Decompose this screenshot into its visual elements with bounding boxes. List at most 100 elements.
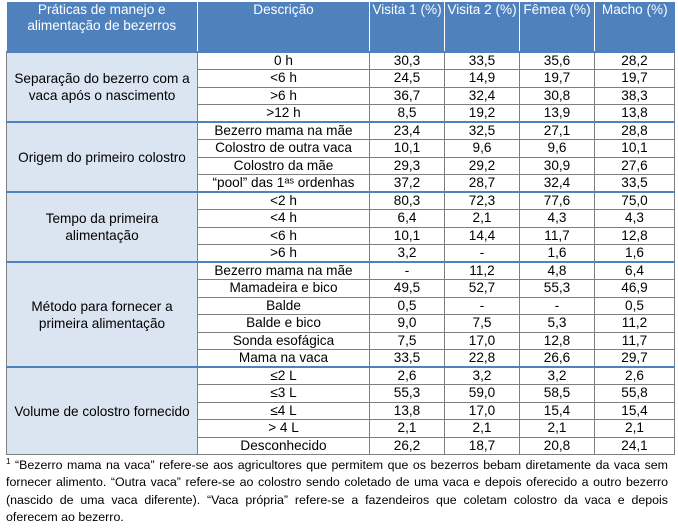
footnote-text: “Bezerro mama na vaca” refere-se aos agr…	[6, 458, 668, 525]
header-visit-1: Visita 1 (%)	[369, 2, 445, 52]
female-cell: 13,9	[519, 104, 595, 123]
table-row: ≤3 L 55,3 59,0 58,5 55,8	[7, 384, 675, 403]
description-cell: ≤4 L	[197, 401, 370, 420]
description-cell: Colostro de outra vaca	[197, 139, 370, 158]
female-cell: 9,6	[519, 139, 595, 158]
visit-2-cell: 11,2	[444, 261, 520, 280]
male-cell: 4,3	[594, 209, 675, 228]
table-row: Desconhecido 26,2 18,7 20,8 24,1	[7, 436, 675, 455]
male-cell: 75,0	[594, 191, 675, 210]
visit-2-cell: -	[444, 244, 520, 263]
table-row: <6 h 10,1 14,4 11,7 12,8	[7, 226, 675, 245]
male-cell: 33,5	[594, 174, 675, 193]
visit-2-cell: 32,4	[444, 86, 520, 105]
visit-1-cell: 0,5	[369, 296, 445, 315]
male-cell: 27,6	[594, 156, 675, 175]
visit-1-cell: 30,3	[369, 51, 445, 70]
female-cell: 1,6	[519, 244, 595, 263]
female-cell: 4,3	[519, 209, 595, 228]
female-cell: 2,1	[519, 419, 595, 438]
table-body: Separação do bezerro com a vaca após o n…	[6, 51, 675, 455]
table-row: “pool” das 1ᵃˢ ordenhas 37,2 28,7 32,4 33,5	[7, 174, 675, 193]
description-cell: >6 h	[197, 244, 370, 263]
table-row: Método para fornecer a primeira alimenta…	[6, 261, 675, 368]
header-practices: Práticas de manejo e alimentação de beze…	[6, 2, 198, 52]
header-male: Macho (%)	[594, 2, 675, 52]
visit-1-cell: 2,6	[369, 366, 445, 385]
female-cell: 32,4	[519, 174, 595, 193]
table-row: <6 h 24,5 14,9 19,7 19,7	[7, 69, 675, 88]
male-cell: 6,4	[594, 261, 675, 280]
group-label: Origem do primeiro colostro	[6, 121, 198, 193]
visit-1-cell: 10,1	[369, 226, 445, 245]
visit-1-cell: 80,3	[369, 191, 445, 210]
header-visit-2: Visita 2 (%)	[444, 2, 520, 52]
female-cell: 55,3	[519, 279, 595, 298]
visit-2-cell: 17,0	[444, 331, 520, 350]
group-label: Tempo da primeira alimentação	[6, 191, 198, 263]
male-cell: 19,7	[594, 69, 675, 88]
visit-1-cell: -	[369, 261, 445, 280]
visit-2-cell: 14,9	[444, 69, 520, 88]
visit-1-cell: 9,0	[369, 314, 445, 333]
visit-1-cell: 2,1	[369, 419, 445, 438]
description-cell: Balde e bico	[197, 314, 370, 333]
visit-2-cell: 22,8	[444, 349, 520, 368]
description-cell: <4 h	[197, 209, 370, 228]
visit-2-cell: 2,1	[444, 419, 520, 438]
female-cell: 19,7	[519, 69, 595, 88]
male-cell: 0,5	[594, 296, 675, 315]
visit-2-cell: 59,0	[444, 384, 520, 403]
visit-1-cell: 8,5	[369, 104, 445, 123]
female-cell: 4,8	[519, 261, 595, 280]
visit-1-cell: 7,5	[369, 331, 445, 350]
table-row: Tempo da primeira alimentação <2 h 80,3 72,…	[6, 191, 675, 263]
male-cell: 28,8	[594, 121, 675, 140]
female-cell: -	[519, 296, 595, 315]
visit-2-cell: 2,1	[444, 209, 520, 228]
visit-2-cell: 29,2	[444, 156, 520, 175]
visit-2-cell: 7,5	[444, 314, 520, 333]
description-cell: Sonda esofágica	[197, 331, 370, 350]
table-row: >12 h 8,5 19,2 13,9 13,8	[7, 104, 675, 123]
visit-1-cell: 6,4	[369, 209, 445, 228]
table-row: Balde e bico 9,0 7,5 5,3 11,2	[7, 314, 675, 333]
visit-2-cell: 18,7	[444, 436, 520, 455]
description-cell: Bezerro mama na mãe	[197, 121, 370, 140]
table-row: Origem do primeiro colostro Bezerro mama …	[6, 121, 675, 193]
description-cell: > 4 L	[197, 419, 370, 438]
female-cell: 30,9	[519, 156, 595, 175]
male-cell: 2,6	[594, 366, 675, 385]
table-row: ≤4 L 13,8 17,0 15,4 15,4	[7, 401, 675, 420]
description-cell: <6 h	[197, 69, 370, 88]
visit-1-cell: 55,3	[369, 384, 445, 403]
description-cell: <6 h	[197, 226, 370, 245]
female-cell: 3,2	[519, 366, 595, 385]
visit-1-cell: 23,4	[369, 121, 445, 140]
visit-2-cell: 52,7	[444, 279, 520, 298]
female-cell: 58,5	[519, 384, 595, 403]
footnote-marker: 1	[6, 456, 11, 466]
male-cell: 24,1	[594, 436, 675, 455]
description-cell: Mama na vaca	[197, 349, 370, 368]
description-cell: Colostro da mãe	[197, 156, 370, 175]
data-table-container: Práticas de manejo e alimentação de beze…	[6, 2, 675, 455]
visit-2-cell: -	[444, 296, 520, 315]
male-cell: 15,4	[594, 401, 675, 420]
description-cell: Bezerro mama na mãe	[197, 261, 370, 280]
male-cell: 2,1	[594, 419, 675, 438]
female-cell: 27,1	[519, 121, 595, 140]
visit-2-cell: 14,4	[444, 226, 520, 245]
calf-management-table: Práticas de manejo e alimentação de beze…	[6, 2, 675, 455]
visit-2-cell: 32,5	[444, 121, 520, 140]
male-cell: 11,7	[594, 331, 675, 350]
female-cell: 15,4	[519, 401, 595, 420]
female-cell: 5,3	[519, 314, 595, 333]
visit-1-cell: 37,2	[369, 174, 445, 193]
visit-1-cell: 26,2	[369, 436, 445, 455]
visit-1-cell: 33,5	[369, 349, 445, 368]
visit-2-cell: 33,5	[444, 51, 520, 70]
table-row: Sonda esofágica 7,5 17,0 12,8 11,7	[7, 331, 675, 350]
male-cell: 10,1	[594, 139, 675, 158]
visit-2-cell: 72,3	[444, 191, 520, 210]
